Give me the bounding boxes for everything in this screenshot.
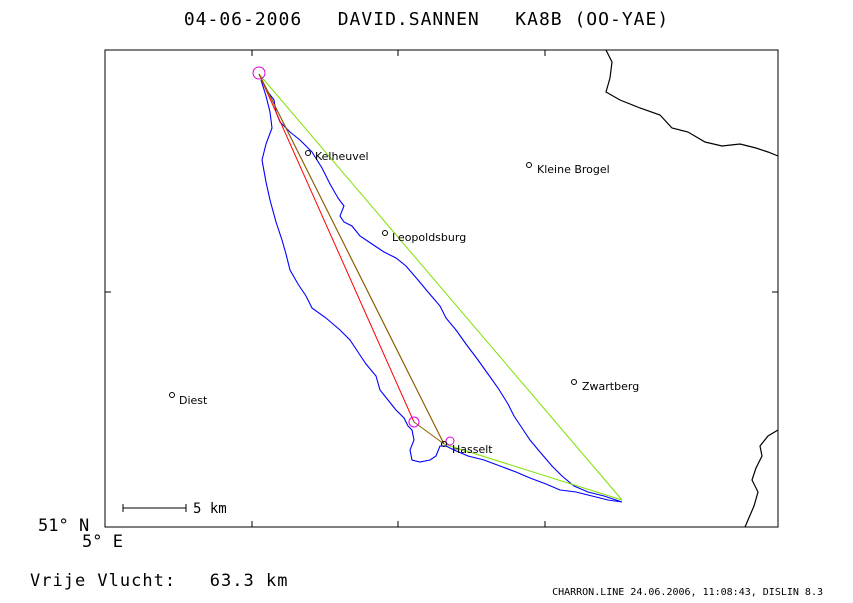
latitude-label: 51° N bbox=[38, 516, 90, 536]
map-frame bbox=[104, 49, 779, 528]
task-leg-olive bbox=[258, 73, 445, 445]
footer-info: CHARRON.LINE 24.06.2006, 11:08:43, DISLI… bbox=[552, 587, 823, 598]
place-kleine-brogel: Kleine Brogel bbox=[526, 162, 610, 176]
chart-title: 04-06-2006 DAVID.SANNEN KA8B (OO-YAE) bbox=[0, 9, 853, 30]
country-border bbox=[605, 49, 779, 157]
frame-ticks bbox=[105, 50, 778, 527]
place-label: Hasselt bbox=[452, 443, 493, 456]
glider-id: KA8B (OO-YAE) bbox=[515, 9, 670, 30]
place-leopoldsburg: Leopoldsburg bbox=[382, 230, 466, 244]
place-label: Kelheuvel bbox=[315, 150, 369, 163]
place-label: Zwartberg bbox=[582, 380, 639, 393]
place-diest: Diest bbox=[169, 392, 208, 407]
gps-track bbox=[258, 73, 623, 503]
task-leg-red bbox=[258, 73, 415, 423]
summary-distance: 63.3 km bbox=[209, 571, 289, 591]
pilot-name: DAVID.SANNEN bbox=[337, 9, 480, 30]
place-hasselt: Hasselt bbox=[441, 441, 493, 456]
place-label: Diest bbox=[179, 394, 208, 407]
flight-summary: Vrije Vlucht: 63.3 km bbox=[30, 571, 288, 591]
river-border bbox=[744, 429, 779, 528]
longitude-label: 5° E bbox=[82, 532, 123, 552]
task-leg-olive-2 bbox=[413, 421, 445, 445]
place-label: Kleine Brogel bbox=[537, 163, 610, 176]
task-leg-green-2 bbox=[443, 443, 623, 501]
scale-label: 5 km bbox=[193, 501, 227, 517]
task-leg-green-1 bbox=[258, 73, 623, 501]
turnpoint-hasselt bbox=[445, 436, 455, 446]
place-kelheuvel: Kelheuvel bbox=[305, 150, 369, 163]
turnpoint-start bbox=[252, 66, 266, 80]
scale-bar: 5 km bbox=[122, 501, 227, 517]
place-label: Leopoldsburg bbox=[392, 231, 466, 244]
summary-label: Vrije Vlucht: bbox=[30, 571, 177, 591]
place-zwartberg: Zwartberg bbox=[571, 379, 639, 393]
flight-date: 04-06-2006 bbox=[183, 9, 303, 30]
turnpoint-mid bbox=[408, 416, 420, 428]
